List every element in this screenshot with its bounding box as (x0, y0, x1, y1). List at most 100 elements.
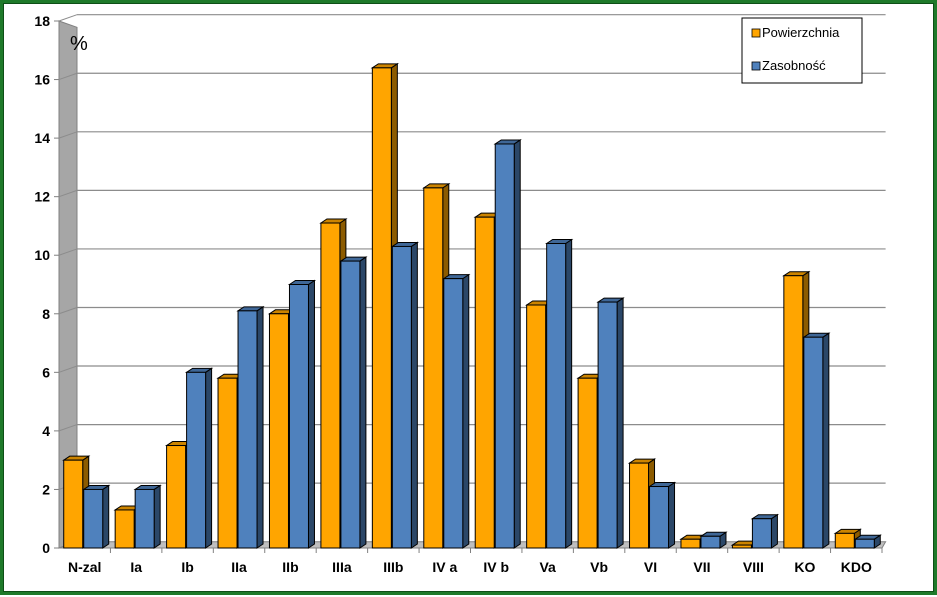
x-tick-label: IV b (483, 559, 509, 575)
bar-front (546, 243, 567, 549)
legend-box (741, 17, 863, 84)
x-tick-label: N-zal (68, 559, 101, 575)
x-tick-label: IIIb (383, 559, 403, 575)
x-tick-label: Va (539, 559, 556, 575)
bar-side (668, 481, 676, 549)
bar-front (751, 518, 772, 549)
bar-front (166, 445, 187, 549)
bar-side (307, 279, 315, 549)
bar-front (629, 462, 650, 549)
x-tick-label: IV a (432, 559, 457, 575)
bar-zasobno-iiib (390, 241, 419, 549)
bar-side (565, 238, 573, 549)
legend-label-powierzchnia: Powierzchnia (762, 25, 840, 40)
gridline-diagonal (58, 424, 78, 432)
bar-zasobno-iiia (339, 256, 368, 549)
bar-zasobno-vb (596, 297, 625, 549)
bar-front (134, 488, 155, 549)
y-tick-labels: 0 2 4 6 8 10 12 14 16 18 (34, 13, 59, 556)
bar-front (494, 143, 515, 549)
x-tick-label: Ia (130, 559, 142, 575)
bar-side (770, 513, 778, 549)
gridline-diagonal (58, 72, 78, 81)
bar-front (577, 377, 598, 549)
bar-front (597, 301, 618, 549)
y-tick-label: 6 (42, 364, 50, 380)
bar-front (731, 544, 752, 549)
bar-side (616, 297, 624, 549)
x-tick-label: Vb (590, 559, 608, 575)
x-tick-label: IIa (231, 559, 247, 575)
y-tick-label: 12 (34, 189, 50, 205)
bar-front (83, 488, 104, 549)
bar-front (700, 535, 721, 549)
bar-front (288, 284, 309, 549)
bar-front (474, 216, 495, 549)
x-tick-label: KO (794, 559, 815, 575)
bar-front (268, 313, 289, 549)
y-tick-label: 8 (42, 306, 50, 322)
bar-zasobno-ia (133, 484, 162, 549)
bar-front (783, 275, 804, 549)
y-tick-label: 18 (34, 13, 50, 29)
bar-front (63, 459, 84, 549)
y-tick-label: 2 (42, 481, 50, 497)
bar-side (462, 273, 470, 549)
x-tick-label: VIII (743, 559, 764, 575)
gridlines (58, 14, 886, 490)
bar-zasobno-viii (750, 513, 780, 549)
gridline-diagonal (58, 14, 78, 22)
bars (62, 62, 882, 549)
bar-front (834, 532, 855, 549)
bar-front (320, 222, 341, 549)
gridline-diagonal (58, 248, 78, 256)
bar-side (410, 241, 418, 549)
bar-front (854, 538, 875, 549)
x-tick-label: IIIa (332, 559, 352, 575)
gridline-diagonal (58, 307, 78, 315)
bar-front (186, 371, 207, 549)
gridline-diagonal (58, 189, 78, 198)
x-tick-label: VI (644, 559, 657, 575)
bar-zasobno-iva (442, 273, 471, 549)
bar-front (526, 304, 547, 549)
bar-side (205, 367, 213, 549)
bar-front (391, 245, 412, 549)
bar-front (340, 260, 361, 549)
x-tick-label: VII (693, 559, 710, 575)
bar-zasobno-iib (287, 279, 317, 549)
y-axis-label: % (70, 33, 88, 55)
bar-front (237, 310, 258, 549)
x-tick-label: IIb (282, 559, 298, 575)
legend-label-zasobnosc: Zasobność (762, 58, 826, 73)
y-tick-label: 4 (42, 423, 50, 439)
bar-front (217, 377, 238, 549)
bar-side (359, 256, 367, 549)
bar-zasobno-kdo (853, 534, 882, 549)
bar-zasobno-ib (184, 367, 214, 549)
bar-front (803, 336, 824, 549)
bar-zasobno-nzal (82, 484, 111, 549)
gridline-diagonal (58, 365, 78, 373)
x-tick-label: Ib (181, 559, 193, 575)
bar-front (371, 67, 392, 549)
y-tick-label: 0 (42, 540, 50, 556)
bar-side (256, 305, 264, 549)
bar-front (114, 509, 135, 549)
bar-front (423, 187, 444, 549)
x-tick-labels: N-zal Ia Ib IIa IIb IIIa IIIb IV a IV b Va Vb VI VII… (68, 548, 883, 575)
bar-zasobno-vi (647, 481, 677, 549)
bar-chart: 0 2 4 6 8 10 12 14 16 18 N-zal Ia Ib IIa IIb IIIa IIIb I… (34, 13, 887, 575)
bar-side (102, 484, 110, 549)
bar-side (822, 332, 830, 549)
legend-swatch-zasobnosc (751, 61, 761, 71)
bar-zasobno-va (545, 238, 574, 549)
bar-front (649, 486, 670, 549)
x-tick-label: KDO (841, 559, 872, 575)
bar-zasobno-ko (802, 332, 831, 549)
bar-side (513, 139, 521, 549)
gridline-diagonal (58, 131, 78, 139)
y-tick-label: 16 (34, 72, 50, 88)
y-tick-label: 10 (34, 247, 50, 263)
